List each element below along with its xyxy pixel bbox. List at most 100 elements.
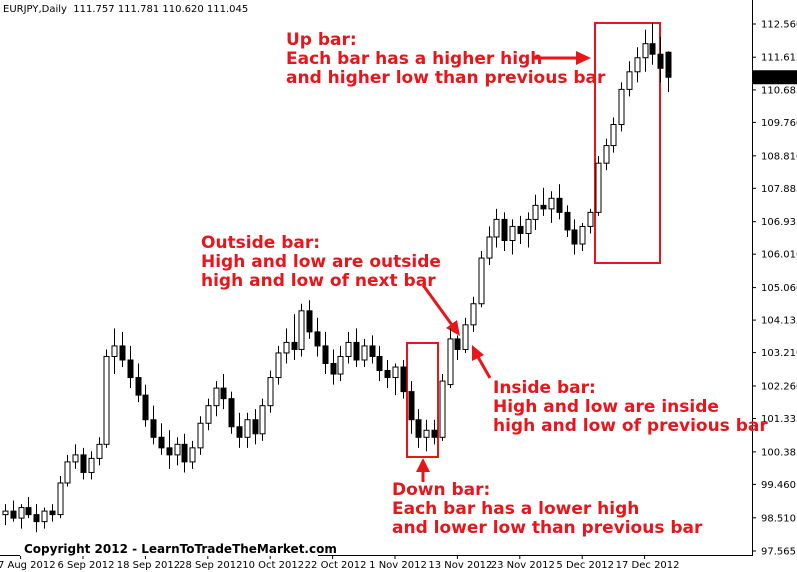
y-tick-label: 106.935 <box>761 217 797 228</box>
y-tick-label: 105.060 <box>761 283 797 294</box>
candle-body <box>486 236 493 259</box>
y-tick-label: 111.615 <box>761 53 797 64</box>
x-tick-label: 13 Nov 2012 <box>428 560 492 571</box>
candle-body <box>103 355 110 445</box>
candle-body <box>150 419 157 438</box>
y-tick-label: 101.335 <box>761 414 797 425</box>
arrow-head <box>472 345 484 361</box>
annotation-line: high and low of next bar <box>201 271 436 291</box>
candle-body <box>447 338 454 386</box>
candle-body <box>642 43 649 59</box>
copyright: Copyright 2012 - LearnToTradeTheMarket.c… <box>24 542 337 556</box>
candle-body <box>571 229 578 245</box>
candle-body <box>2 510 9 516</box>
candle-body <box>267 377 274 407</box>
annotation-line: high and low of previous bar <box>493 416 768 436</box>
x-tick-label: 5 Dec 2012 <box>556 560 614 571</box>
x-tick-label: 1 Nov 2012 <box>369 560 427 571</box>
candle-body <box>345 341 352 357</box>
candle-body <box>525 218 532 234</box>
candle-body <box>376 355 383 372</box>
candle-body <box>252 419 259 435</box>
y-tick-label: 112.560 <box>761 20 797 31</box>
candle-body <box>213 387 220 407</box>
arrow-head <box>576 51 591 65</box>
candle-body <box>72 454 79 463</box>
candle-body <box>610 124 617 147</box>
candle-body <box>220 387 227 400</box>
annotation-title: Up bar: <box>286 30 357 50</box>
annotation-line: Each bar has a higher high <box>286 49 542 69</box>
candle-body <box>306 310 313 333</box>
last-price-box <box>753 70 797 85</box>
y-tick-label: 110.685 <box>761 85 797 96</box>
candle-body <box>205 405 212 424</box>
y-tick-label: 98.510 <box>761 513 796 524</box>
candle-body <box>283 341 290 354</box>
x-tick-label: 17 Dec 2012 <box>616 560 680 571</box>
candle-body <box>384 370 391 379</box>
candle-body <box>322 345 329 364</box>
y-tick-label: 103.210 <box>761 348 797 359</box>
candle-body <box>564 211 571 231</box>
candle-body <box>228 398 235 428</box>
candle-body <box>649 43 656 55</box>
candle-body <box>454 338 461 350</box>
candle-body <box>181 443 188 463</box>
candle-body <box>548 197 555 210</box>
annotation-line: Each bar has a lower high <box>392 499 639 519</box>
candle-body <box>400 366 407 393</box>
candle-body <box>657 53 664 69</box>
candle-body <box>665 51 672 78</box>
up-bar-box <box>594 22 661 264</box>
candle-body <box>439 380 446 438</box>
candle-body <box>64 461 71 484</box>
candle-body <box>431 429 438 438</box>
candle-body <box>618 88 625 126</box>
candle-body <box>314 331 321 347</box>
x-tick-label: 27 Aug 2012 <box>0 560 56 571</box>
candle-body <box>18 507 25 519</box>
x-tick-label: 18 Sep 2012 <box>117 560 180 571</box>
candle-body <box>57 482 64 516</box>
candle-body <box>25 507 32 516</box>
candle-body <box>80 454 87 473</box>
annotation-title: Outside bar: <box>201 233 320 253</box>
arrow-line <box>476 356 492 379</box>
annotation-title: Down bar: <box>392 480 490 500</box>
candle-body <box>579 225 586 245</box>
candle-body <box>595 162 602 213</box>
candle-body <box>408 391 415 421</box>
candle-body <box>96 443 103 459</box>
candle-body <box>423 429 430 438</box>
y-tick-label: 102.260 <box>761 381 797 392</box>
candle-body <box>540 204 547 210</box>
candle-body <box>330 362 337 375</box>
plot <box>2 22 672 533</box>
arrow-head <box>446 320 460 336</box>
candle-body <box>33 514 40 523</box>
candle-body <box>501 218 508 241</box>
candle-body <box>470 303 477 326</box>
last-price-label: 111.045 <box>761 73 797 84</box>
x-tick-label: 6 Sep 2012 <box>57 560 114 571</box>
annotation-line: High and low are inside <box>493 397 719 417</box>
candle-body <box>478 257 485 305</box>
candle-body <box>587 211 594 227</box>
copyright-bg <box>20 540 318 556</box>
candle-body <box>259 405 266 435</box>
down-bar-box <box>406 342 439 458</box>
candle-body <box>353 341 360 361</box>
x-tick-label: 10 Oct 2012 <box>242 560 304 571</box>
candle-body <box>10 510 17 519</box>
annotation-title: Inside bar: <box>493 378 596 398</box>
axes: 112.560 111.615 110.685 109.760 108.810 107.8… <box>0 20 797 571</box>
candle-body <box>244 419 251 438</box>
candle-body <box>189 447 196 463</box>
x-tick-label: 22 Oct 2012 <box>305 560 367 571</box>
candle-body <box>135 377 142 396</box>
candle-body <box>142 394 149 421</box>
